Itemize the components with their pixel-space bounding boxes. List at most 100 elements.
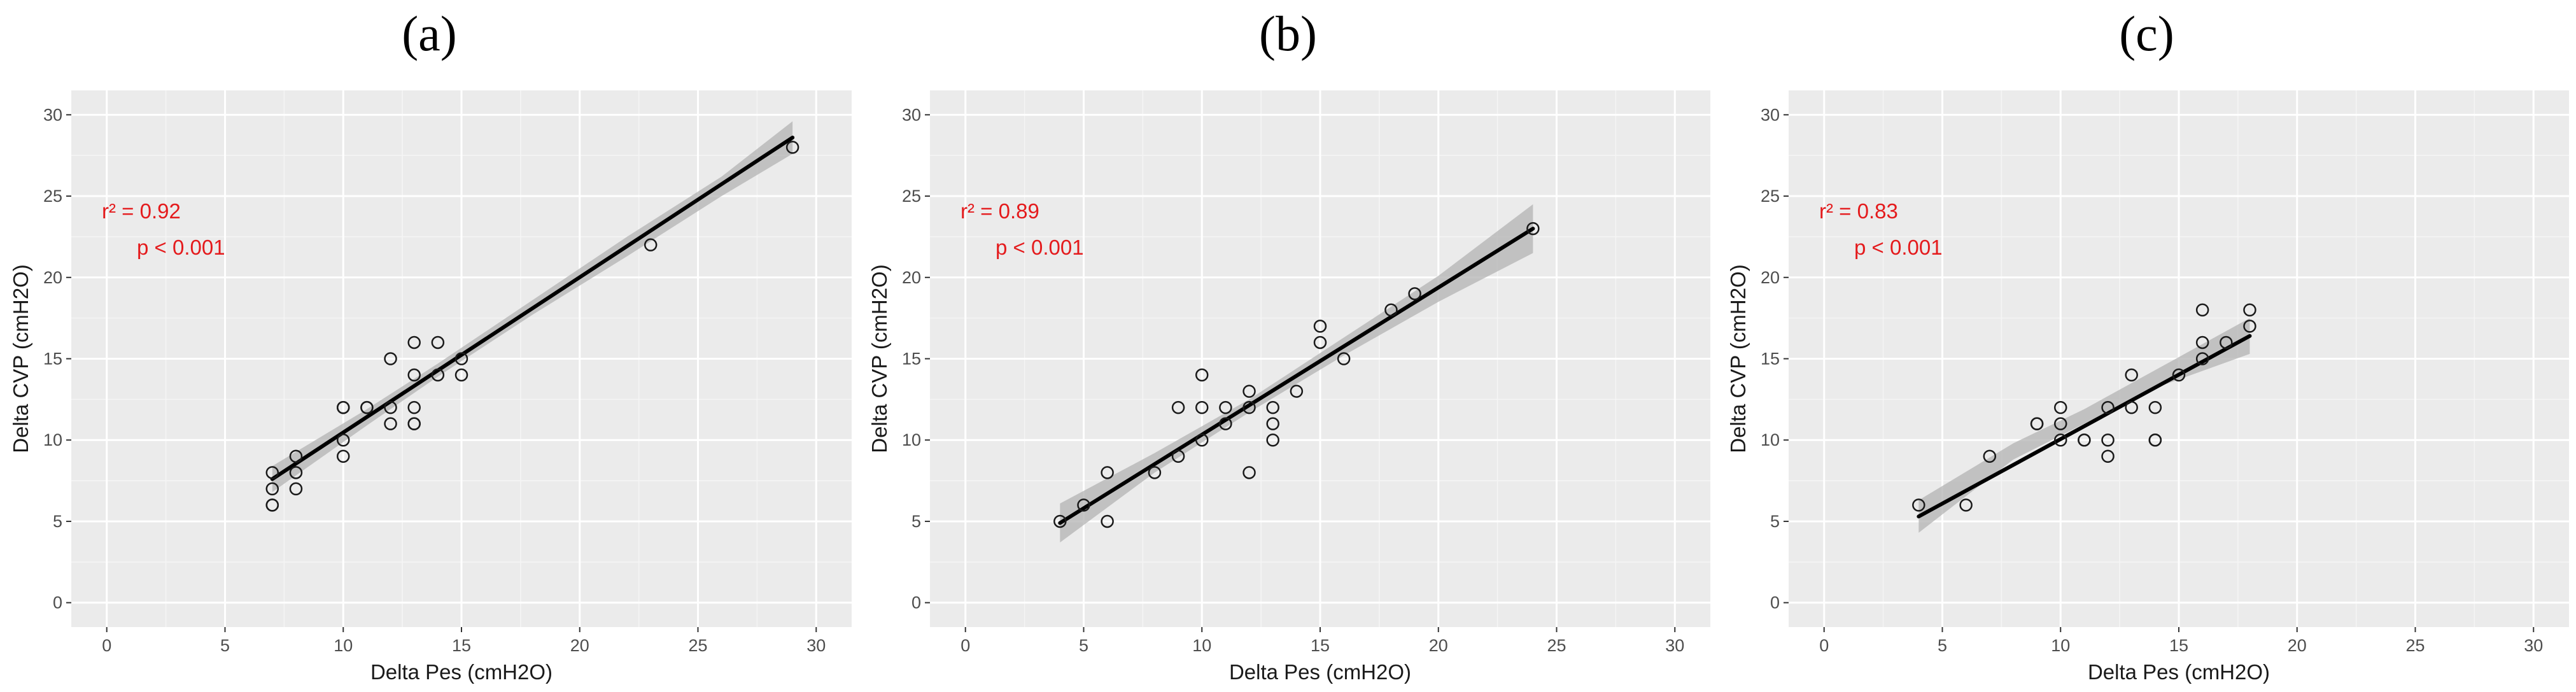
- scatter-plot-a: 0 5 10 15 20 25 30 0 5 10 15 20 25 30 Delta Pes (cmH2O…: [9, 90, 852, 684]
- data-point: [1171, 400, 1185, 414]
- y-tick-label: 25: [43, 187, 62, 206]
- panel-label: (c): [2119, 6, 2174, 61]
- data-point: [1195, 433, 1209, 447]
- panel-label: (a): [402, 6, 457, 61]
- y-axis-title: Delta CVP (cmH2O): [1726, 264, 1750, 453]
- scatter-plot-c: 0 5 10 15 20 25 30 0 5 10 15 20 25 30 Delta Pes (cmH2O…: [1726, 90, 2569, 684]
- data-point: [1526, 222, 1540, 236]
- x-tick-label: 10: [334, 636, 353, 655]
- y-tick-label: 5: [1770, 512, 1780, 531]
- data-point: [2101, 400, 2115, 414]
- x-tick-label: 5: [220, 636, 230, 655]
- scatter-plot-b: 0 5 10 15 20 25 30 0 5 10 15 20 25 30 Delta Pes (cmH2O…: [868, 90, 1710, 684]
- p-value-label: p < 0.001: [996, 236, 1084, 259]
- x-tick-label: 30: [2524, 636, 2543, 655]
- data-point: [2030, 417, 2044, 430]
- y-tick-label: 30: [1761, 105, 1780, 124]
- data-point: [2195, 335, 2209, 350]
- y-tick-label: 15: [43, 350, 62, 369]
- r-squared-label: r² = 0.83: [1819, 199, 1898, 223]
- data-point: [2148, 433, 2162, 447]
- confidence-band: [1060, 204, 1533, 543]
- data-point: [1266, 433, 1279, 447]
- data-point: [2195, 352, 2209, 365]
- data-point: [1219, 400, 1232, 414]
- data-point: [2220, 335, 2233, 350]
- data-point: [407, 417, 421, 430]
- x-tick-label: 25: [2405, 636, 2425, 655]
- data-point: [2195, 303, 2209, 317]
- data-point: [1195, 400, 1209, 414]
- data-point: [2243, 320, 2256, 333]
- data-point: [1983, 449, 1997, 463]
- regression-line: [270, 136, 795, 481]
- y-tick-label: 0: [911, 593, 921, 612]
- y-tick-label: 20: [902, 268, 921, 287]
- data-point: [785, 141, 799, 154]
- y-axis-title: Delta CVP (cmH2O): [868, 264, 891, 453]
- y-tick-label: 15: [902, 350, 921, 369]
- panel-c: (c) 0 5 10 15 20 25 30 0 5 10 15 20 25 30 Delta Pes (c…: [1717, 0, 2576, 692]
- data-point: [384, 352, 397, 365]
- x-tick-label: 25: [688, 636, 707, 655]
- data-point: [1266, 417, 1279, 430]
- data-point: [1053, 514, 1067, 528]
- data-point: [2053, 417, 2067, 430]
- x-tick-label: 30: [1665, 636, 1684, 655]
- data-point: [407, 368, 421, 382]
- x-tick-label: 10: [2051, 636, 2070, 655]
- data-point: [2148, 400, 2162, 414]
- y-tick-label: 0: [1770, 593, 1780, 612]
- data-point: [265, 466, 279, 479]
- r-squared-label: r² = 0.92: [102, 199, 181, 223]
- data-point: [1313, 320, 1327, 333]
- x-tick-label: 5: [1079, 636, 1088, 655]
- y-tick-label: 5: [53, 512, 62, 531]
- data-point: [289, 466, 303, 479]
- regression-line: [1917, 334, 2252, 519]
- x-tick-label: 0: [1819, 636, 1829, 655]
- y-tick-label: 25: [902, 187, 921, 206]
- r-squared-label: r² = 0.89: [961, 199, 1039, 223]
- y-tick-label: 30: [43, 105, 62, 124]
- data-point: [1171, 449, 1185, 463]
- data-point: [644, 238, 658, 251]
- panel-label: (b): [1259, 6, 1317, 61]
- x-axis-title: Delta Pes (cmH2O): [370, 660, 553, 684]
- data-point: [431, 335, 445, 350]
- x-axis-title: Delta Pes (cmH2O): [2088, 660, 2270, 684]
- confidence-band: [1918, 318, 2250, 533]
- x-tick-label: 0: [961, 636, 970, 655]
- data-point: [407, 400, 421, 414]
- panel-a: (a) 0 5 10 15 20 25 30 0 5 10 15 20 25 30 Delta Pes (c…: [0, 0, 859, 692]
- y-tick-label: 10: [902, 430, 921, 449]
- x-tick-label: 30: [806, 636, 826, 655]
- y-axis-title: Delta CVP (cmH2O): [9, 264, 32, 453]
- data-point: [336, 433, 350, 447]
- data-point: [2125, 400, 2138, 414]
- x-tick-label: 15: [2169, 636, 2188, 655]
- data-point: [289, 482, 303, 496]
- data-point: [454, 368, 468, 382]
- data-point: [2172, 368, 2186, 382]
- data-point: [1101, 514, 1114, 528]
- regression-line: [1058, 227, 1535, 525]
- data-point: [2101, 449, 2115, 463]
- y-tick-label: 0: [53, 593, 62, 612]
- y-tick-label: 10: [43, 430, 62, 449]
- x-tick-label: 20: [1429, 636, 1448, 655]
- x-tick-label: 0: [102, 636, 111, 655]
- data-point: [431, 368, 445, 382]
- p-value-label: p < 0.001: [137, 236, 225, 259]
- p-value-label: p < 0.001: [1854, 236, 1943, 259]
- y-tick-label: 20: [43, 268, 62, 287]
- data-point: [1290, 385, 1304, 398]
- data-point: [1959, 498, 1973, 512]
- x-axis-title: Delta Pes (cmH2O): [1229, 660, 1411, 684]
- x-tick-label: 15: [1311, 636, 1330, 655]
- data-point: [2053, 400, 2067, 414]
- data-point: [454, 352, 468, 365]
- data-point: [2101, 433, 2115, 447]
- panel-b: (b) 0 5 10 15 20 25 30 0 5 10 15 20 25 30 Delta Pes (c…: [859, 0, 1717, 692]
- y-tick-label: 5: [911, 512, 921, 531]
